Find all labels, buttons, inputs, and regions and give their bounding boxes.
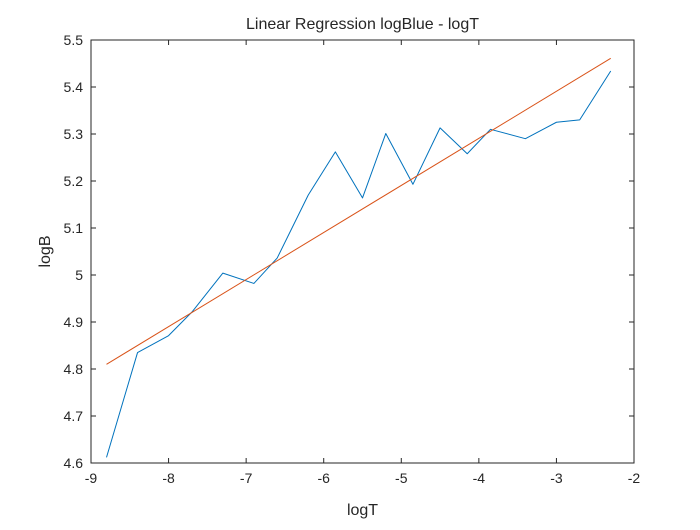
x-tick-label: -5 (395, 470, 408, 486)
x-tick-label: -3 (550, 470, 563, 486)
y-tick-label: 4.6 (64, 455, 84, 471)
x-tick-label: -9 (85, 470, 98, 486)
y-tick-label: 4.7 (64, 408, 84, 424)
y-tick-label: 5.3 (64, 126, 84, 142)
x-axis-ticks: -9 -8 -7 -6 -5 -4 -3 -2 (85, 40, 641, 486)
y-tick-label: 4.8 (64, 361, 84, 377)
x-tick-label: -2 (628, 470, 641, 486)
y-tick-label: 5.4 (64, 79, 84, 95)
x-axis-label: logT (347, 502, 378, 519)
x-tick-label: -7 (240, 470, 253, 486)
y-tick-label: 5 (75, 267, 83, 283)
y-axis-label: logB (37, 235, 54, 267)
regression-line (106, 57, 611, 365)
plot-area (90, 39, 635, 464)
y-tick-label: 5.5 (64, 32, 84, 48)
y-axis-ticks: 4.6 4.7 4.8 4.9 5 5.1 5.2 5.3 5.4 5.5 (64, 32, 634, 471)
x-tick-label: -8 (162, 470, 175, 486)
chart-title: Linear Regression logBlue - logT (246, 16, 479, 33)
series-group (106, 57, 612, 458)
y-tick-label: 5.1 (64, 220, 84, 236)
x-tick-label: -6 (317, 470, 330, 486)
y-tick-label: 5.2 (64, 173, 84, 189)
plot-frame (90, 39, 635, 464)
y-tick-label: 4.9 (64, 314, 84, 330)
x-tick-label: -4 (473, 470, 486, 486)
